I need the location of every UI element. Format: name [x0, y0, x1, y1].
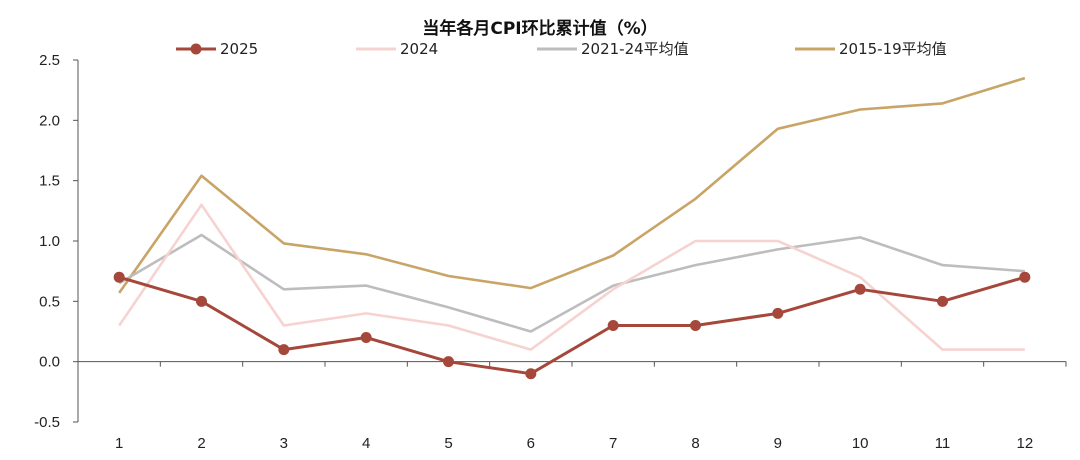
x-tick-label: 4	[362, 435, 370, 452]
y-tick-label: 1.5	[39, 173, 60, 190]
x-tick-label: 7	[609, 435, 617, 452]
data-point-2025	[113, 271, 125, 283]
series-line-2021-24平均值	[118, 233, 1025, 333]
x-tick-label: 10	[852, 435, 869, 452]
x-tick-label: 8	[691, 435, 699, 452]
y-tick-label: 2.0	[39, 112, 60, 129]
y-tick-label: 0.5	[39, 293, 60, 310]
x-tick-label: 5	[444, 435, 452, 452]
data-point-2025	[443, 356, 454, 368]
axes: -0.50.00.51.01.52.02.51 2 3 4 5 6 7 8 9 10 11 12	[34, 52, 1067, 452]
series-line-2025	[118, 275, 1026, 376]
legend-item-2015-19平均值: 2015-19平均值	[795, 40, 947, 58]
data-point-2025	[196, 295, 207, 307]
legend-marker	[190, 43, 202, 55]
legend: 2025 2024 2021-24平均值 2015-19平均值	[176, 40, 947, 58]
x-tick-label: 3	[280, 435, 288, 452]
legend-item-2021-24平均值: 2021-24平均值	[537, 40, 689, 58]
legend-label: 2021-24平均值	[581, 40, 689, 58]
legend-label: 2015-19平均值	[839, 40, 947, 58]
data-point-2025	[772, 307, 784, 319]
data-point-2025	[525, 368, 537, 380]
x-tick-label: 6	[527, 435, 535, 452]
data-point-2025	[1019, 271, 1031, 283]
legend-item-2024: 2024	[356, 40, 438, 58]
legend-label: 2025	[220, 40, 258, 58]
plot-area	[113, 76, 1031, 380]
y-tick-label: 2.5	[39, 52, 60, 69]
y-tick-label: 1.0	[39, 233, 60, 250]
legend-label: 2024	[400, 40, 438, 58]
data-point-2025	[937, 295, 948, 307]
data-point-2025	[607, 319, 619, 331]
x-tick-label: 2	[197, 435, 205, 452]
data-point-2025	[854, 283, 866, 295]
y-tick-label: 0.0	[39, 354, 60, 371]
series-line-2024	[118, 203, 1025, 351]
y-tick-label: -0.5	[34, 414, 60, 431]
data-point-2025	[360, 332, 372, 344]
data-point-2025	[690, 319, 701, 331]
x-tick-label: 12	[1016, 435, 1033, 452]
x-tick-label: 9	[774, 435, 782, 452]
x-tick-label: 1	[115, 435, 123, 452]
legend-item-2025: 2025	[176, 40, 258, 58]
series-line-2015-19平均值	[118, 76, 1026, 294]
data-point-2025	[278, 344, 290, 356]
chart-title: 当年各月CPI环比累计值（%）	[422, 18, 657, 39]
x-tick-label: 11	[935, 435, 951, 452]
